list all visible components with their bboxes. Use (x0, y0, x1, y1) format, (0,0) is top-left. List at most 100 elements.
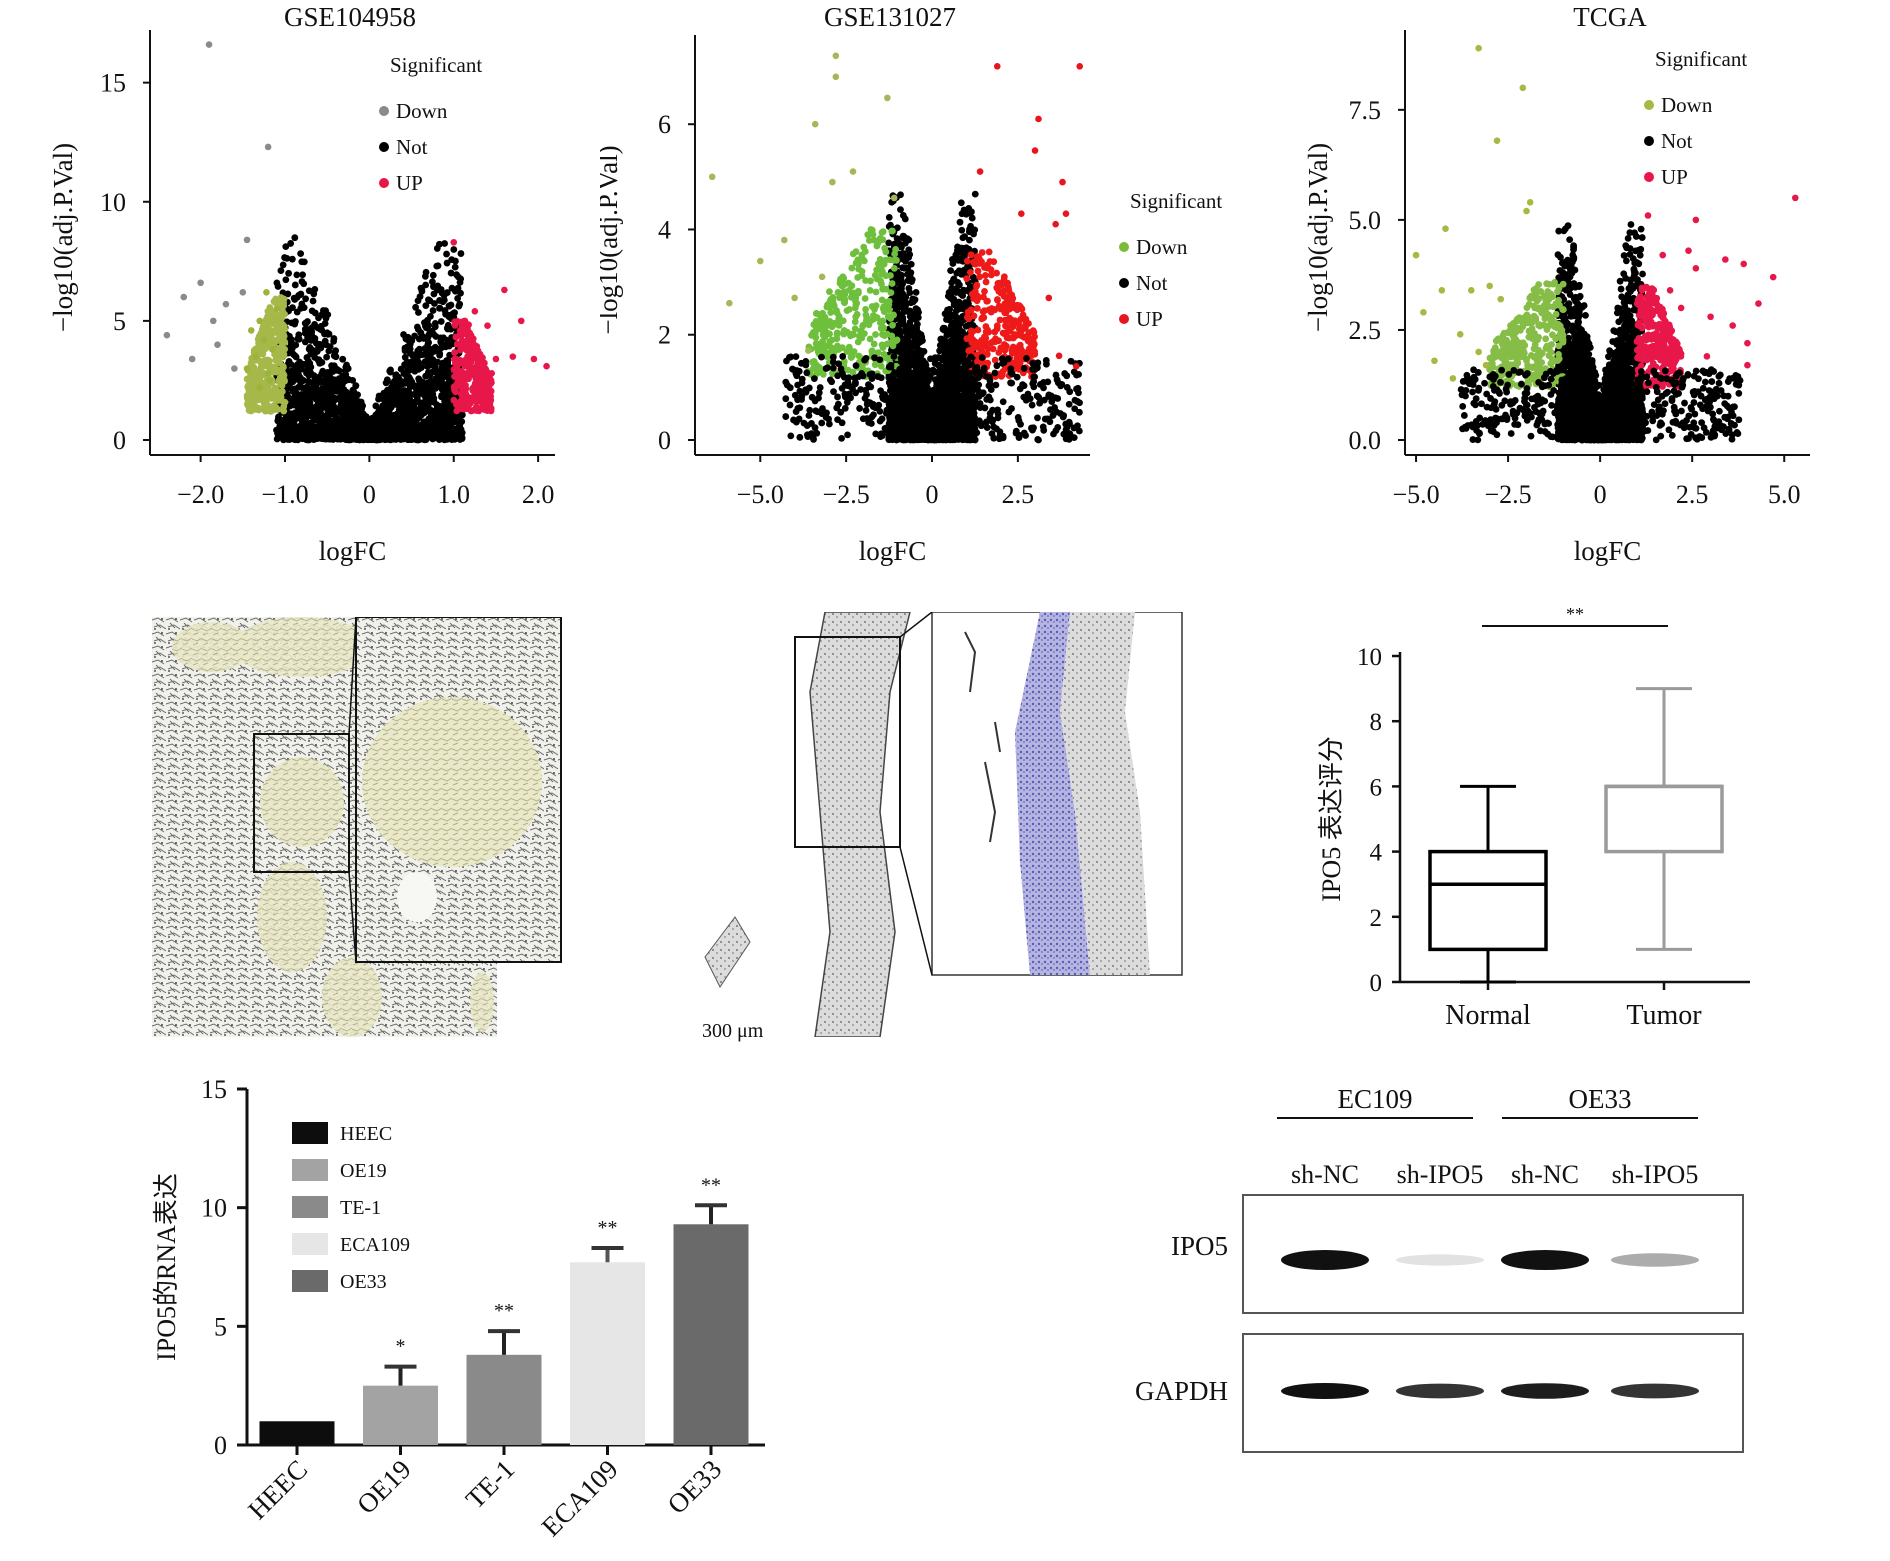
not-point (412, 303, 420, 311)
not-point (381, 418, 388, 426)
down-point (247, 371, 255, 379)
legend-marker (379, 142, 389, 152)
not-point (372, 427, 380, 435)
outlier-point (488, 369, 496, 377)
not-point (277, 432, 285, 440)
down-point (279, 369, 287, 377)
outlier-point (231, 365, 238, 372)
not-point (916, 337, 924, 345)
not-point (355, 433, 363, 441)
down-point (248, 357, 256, 365)
down-point (249, 364, 256, 372)
not-point (291, 385, 299, 393)
not-point (395, 406, 403, 413)
not-point (457, 289, 464, 297)
outlier-point (509, 353, 517, 360)
not-point (440, 291, 448, 299)
up-point (450, 396, 458, 404)
not-point (321, 395, 329, 403)
x-tick-label: 0 (363, 480, 376, 509)
outlier-point (263, 288, 270, 296)
up-point (465, 401, 473, 408)
not-point (410, 351, 417, 359)
outlier-point (269, 346, 276, 353)
outlier-point (252, 353, 259, 360)
outlier-point (264, 143, 272, 151)
not-point (286, 381, 293, 389)
not-point (311, 354, 319, 361)
x-tick-label: −1.0 (261, 480, 308, 509)
not-point (441, 392, 449, 400)
not-point (311, 414, 319, 421)
not-point (443, 431, 451, 439)
not-point (451, 263, 459, 271)
outlier-point (260, 336, 268, 344)
not-point (429, 356, 437, 364)
x-tick-label: −5.0 (737, 480, 784, 509)
down-point (258, 325, 266, 333)
not-point (443, 425, 451, 432)
not-point (297, 360, 305, 368)
not-point (307, 337, 315, 344)
not-point (410, 358, 418, 366)
not-point (386, 436, 394, 443)
outlier-point (239, 288, 247, 296)
not-point (419, 390, 426, 398)
not-point (303, 421, 311, 429)
not-point (429, 307, 437, 314)
not-point (311, 375, 319, 382)
not-point (428, 278, 436, 286)
not-point (441, 240, 449, 247)
up-point (460, 405, 468, 413)
not-point (389, 421, 397, 429)
legend-label: Down (396, 99, 448, 123)
down-point (277, 393, 285, 401)
down-point (265, 325, 273, 333)
not-point (281, 425, 289, 433)
outlier-point (247, 327, 255, 334)
not-point (422, 302, 430, 310)
not-point (291, 320, 299, 328)
not-point (414, 435, 421, 443)
not-point (405, 373, 413, 381)
not-point (436, 304, 443, 312)
not-point (342, 363, 350, 371)
up-point (475, 357, 483, 365)
not-point (306, 359, 314, 367)
not-point (433, 401, 441, 409)
not-point (297, 397, 304, 405)
up-point (475, 390, 483, 397)
y-tick-label: 0 (658, 426, 671, 455)
not-point (394, 373, 402, 381)
not-point (406, 379, 414, 386)
down-point (255, 335, 262, 343)
outlier-point (264, 369, 272, 377)
not-point (282, 243, 290, 251)
not-point (337, 435, 344, 443)
not-point (324, 330, 332, 338)
not-point (434, 378, 442, 386)
not-point (294, 375, 302, 383)
not-point (297, 431, 305, 439)
not-point (457, 275, 465, 283)
not-point (428, 368, 436, 376)
outlier-point (530, 355, 538, 363)
legend-marker (379, 178, 389, 188)
down-point (257, 391, 265, 399)
not-point (276, 424, 283, 432)
not-point (421, 358, 429, 366)
up-point (485, 382, 492, 390)
up-point (471, 342, 478, 350)
not-point (287, 413, 295, 421)
not-point (429, 390, 436, 398)
not-point (431, 323, 439, 331)
not-point (968, 214, 976, 222)
outlier-point (243, 365, 251, 372)
not-point (439, 298, 447, 306)
not-point (956, 218, 964, 226)
not-point (890, 301, 898, 309)
not-point (311, 286, 319, 293)
not-point (452, 257, 459, 265)
not-point (396, 414, 403, 422)
not-point (323, 353, 331, 361)
